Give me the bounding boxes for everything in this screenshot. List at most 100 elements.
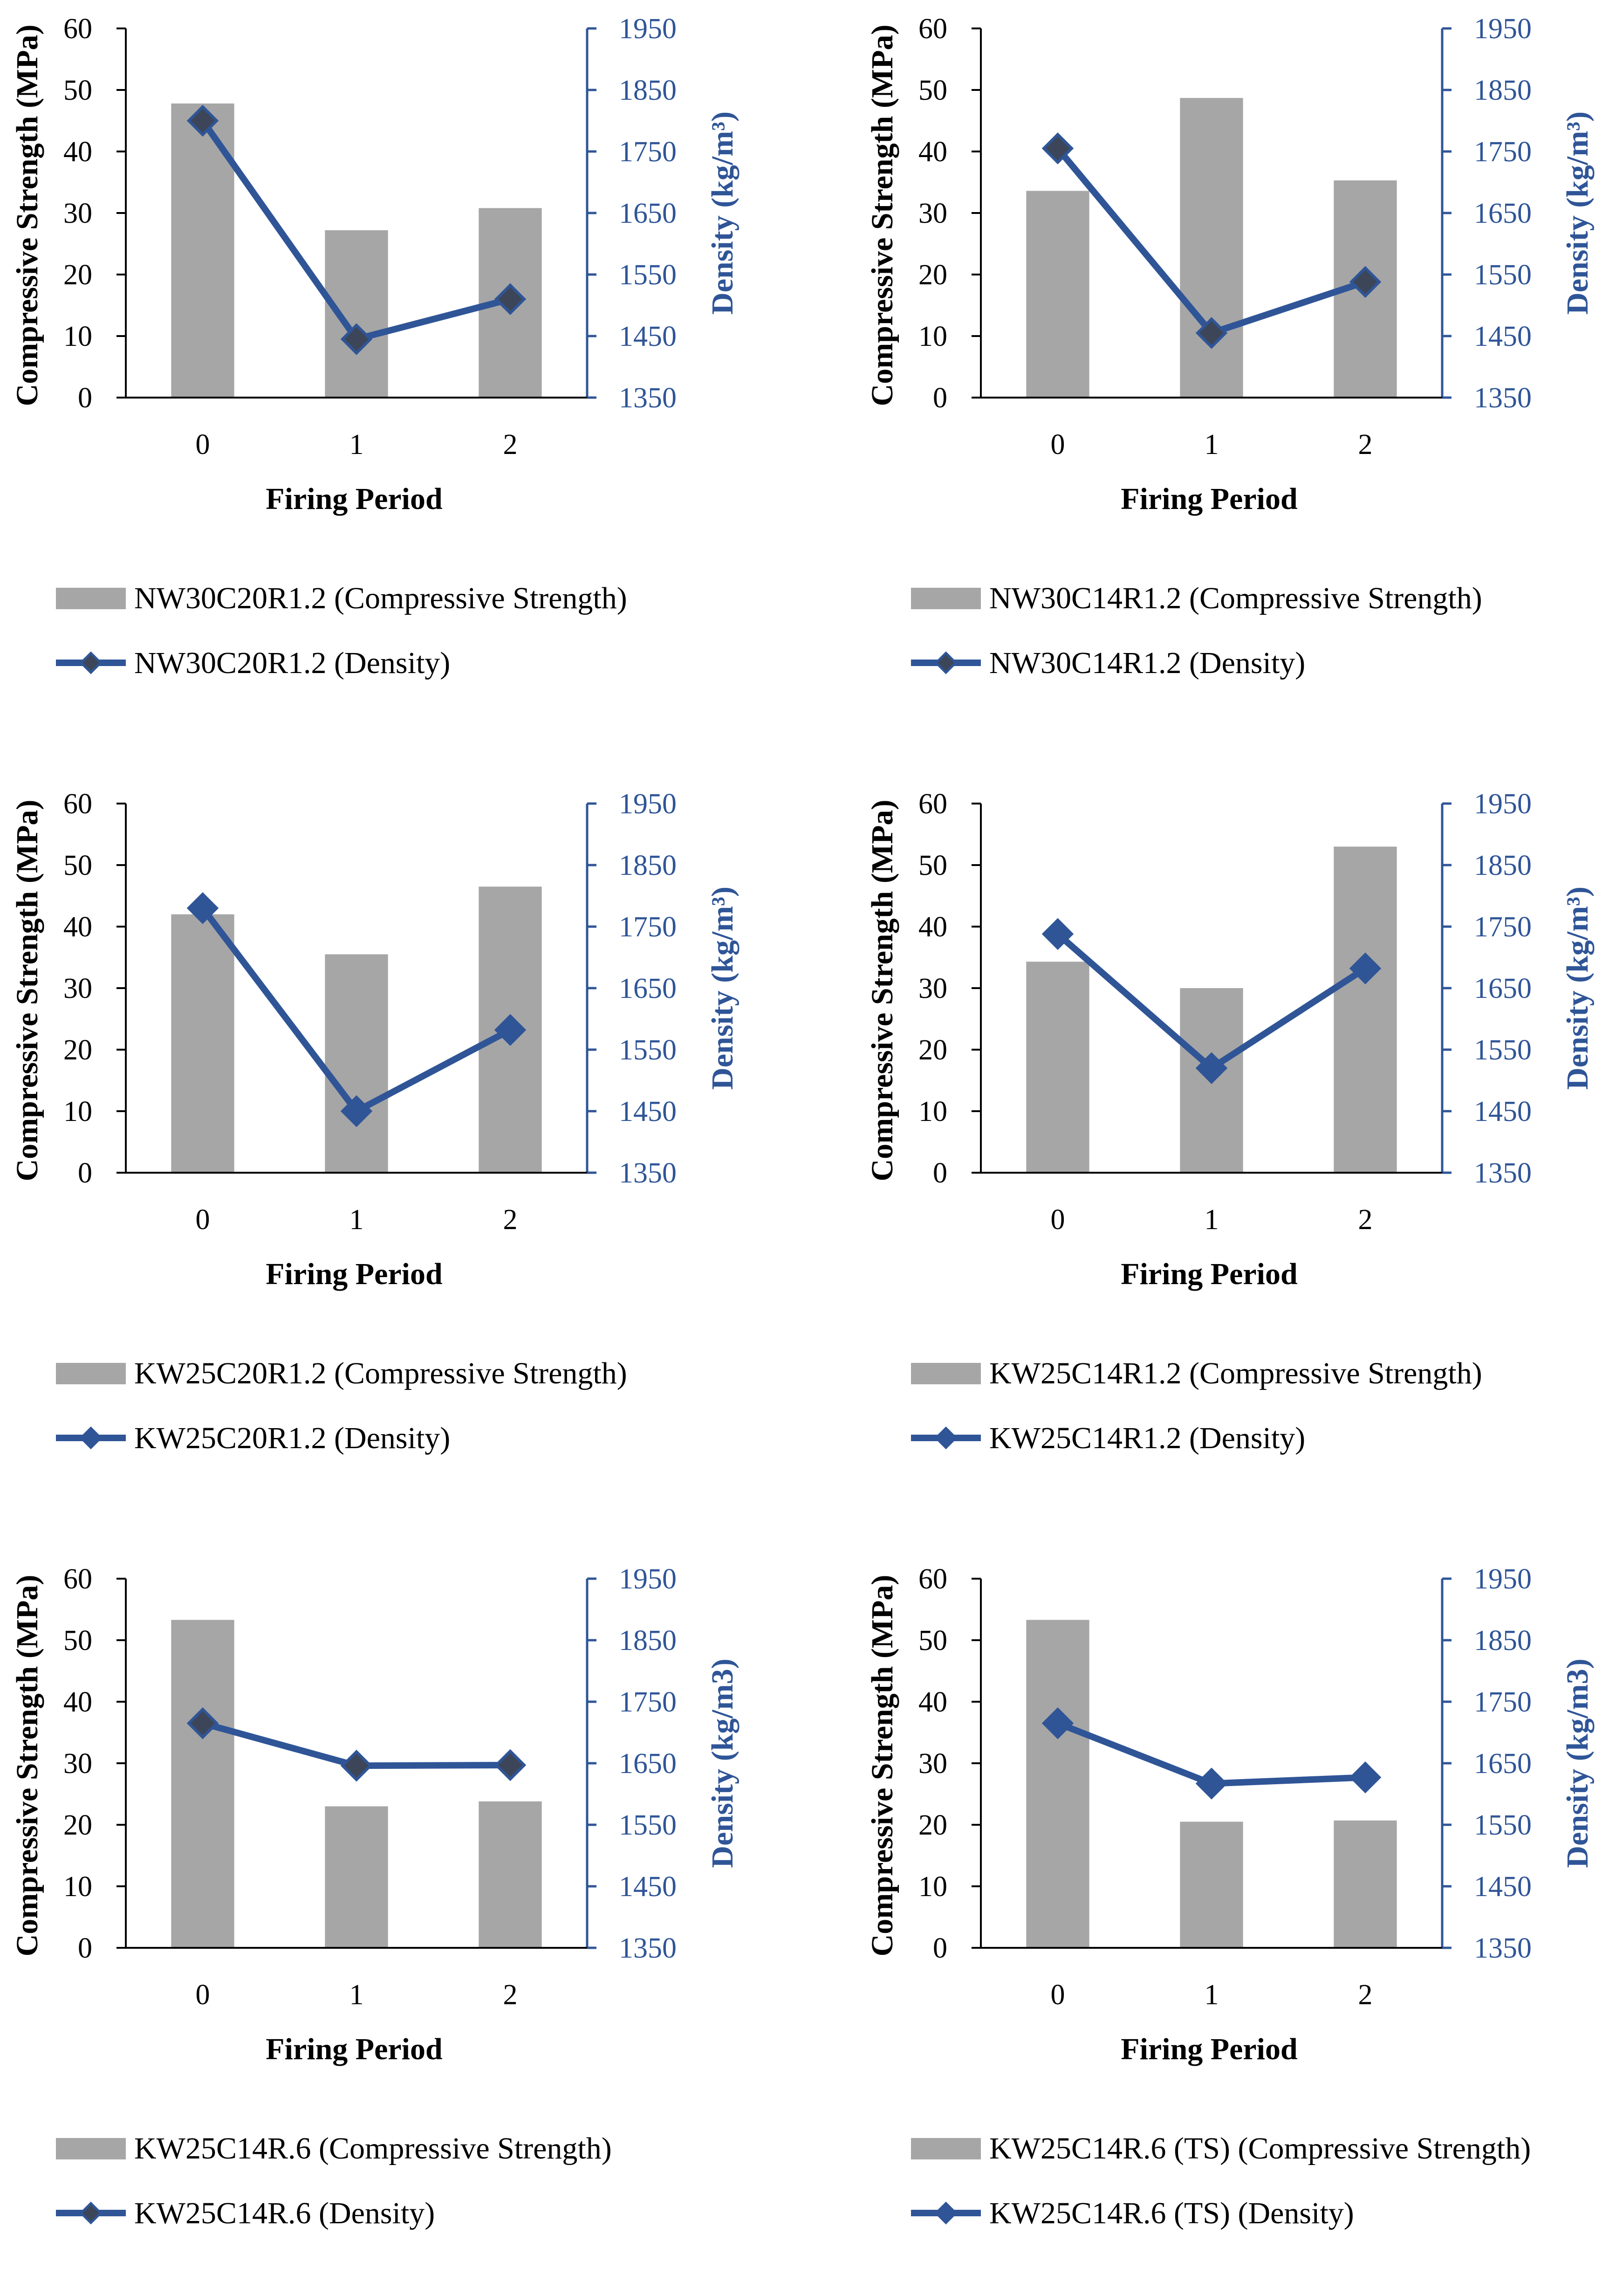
legend-label-strength: KW25C14R.6 (TS) (Compressive Strength): [989, 2131, 1531, 2165]
left-tick-label: 30: [918, 198, 947, 229]
right-tick-label: 1750: [619, 136, 677, 168]
right-tick-label: 1650: [619, 1748, 677, 1780]
density-marker-0: [186, 1707, 219, 1739]
x-tick-label: 2: [1358, 429, 1373, 461]
left-tick-label: 30: [63, 973, 92, 1004]
legend-label-strength: NW30C20R1.2 (Compressive Strength): [134, 581, 627, 615]
left-tick-label: 10: [918, 1096, 947, 1127]
bar-0: [1026, 962, 1089, 1173]
density-marker-0: [1041, 918, 1074, 950]
density-marker-0: [1041, 1707, 1074, 1739]
legend-swatch-bar: [56, 1363, 126, 1384]
right-tick-label: 1850: [619, 850, 677, 881]
right-tick-label: 1950: [1474, 13, 1532, 45]
chart-panel-6: 0102030405060135014501550165017501850195…: [865, 1563, 1595, 2230]
density-marker-1: [340, 1750, 373, 1782]
right-tick-label: 1350: [619, 1157, 677, 1189]
left-tick-label: 60: [918, 13, 947, 45]
figure: 0 10 20 30 40 50 60 1350 1450 1550 1650 1750 1850 195…: [10, 13, 1595, 2230]
x-tick-label: 2: [503, 1979, 518, 2011]
x-tick-label: 1: [349, 429, 364, 461]
right-axis-title: Density (kg/m³): [705, 111, 739, 315]
legend-swatch-marker: [79, 2201, 103, 2225]
right-tick-label: 1650: [1474, 1748, 1532, 1780]
right-tick-label: 1450: [619, 1871, 677, 1903]
right-tick-label: 1550: [1474, 1034, 1532, 1066]
legend-swatch-marker: [79, 1426, 103, 1450]
right-tick-label: 1450: [619, 1096, 677, 1127]
right-tick-label: 1350: [619, 1932, 677, 1964]
density-marker-1: [1195, 1052, 1228, 1084]
density-marker-1: [1195, 317, 1228, 349]
right-tick-label: 1750: [1474, 911, 1532, 943]
bar-1: [325, 1806, 388, 1948]
x-axis-title: Firing Period: [266, 482, 442, 516]
right-tick-label: 1750: [619, 1686, 677, 1718]
legend-swatch-marker: [934, 1426, 958, 1450]
left-tick-label: 30: [918, 1748, 947, 1780]
density-marker-2: [1349, 266, 1382, 298]
right-tick-label: 1550: [1474, 259, 1532, 291]
left-axis-title: Compressive Strength (MPa): [865, 800, 899, 1182]
legend-label-density: KW25C20R1.2 (Density): [134, 1421, 450, 1455]
x-tick-label: 0: [1051, 429, 1065, 461]
right-tick-label: 1350: [1474, 382, 1532, 414]
left-tick-label: 0: [933, 1932, 947, 1964]
x-tick-label: 2: [503, 429, 518, 461]
left-tick-label: 40: [63, 911, 92, 943]
right-tick-label: 1950: [619, 13, 677, 45]
left-tick-label: 10: [63, 1096, 92, 1127]
right-axis-title: Density (kg/m3): [705, 1658, 739, 1868]
density-marker-0: [186, 104, 219, 137]
x-axis-title: Firing Period: [1121, 2032, 1297, 2066]
right-tick-label: 1450: [1474, 321, 1532, 352]
left-tick-label: 60: [63, 788, 92, 820]
x-tick-label: 1: [1205, 1979, 1219, 2011]
legend-label-strength: KW25C20R1.2 (Compressive Strength): [134, 1356, 627, 1390]
legend-label-density: NW30C14R1.2 (Density): [989, 646, 1305, 680]
left-tick-label: 40: [918, 911, 947, 943]
x-axis-title: Firing Period: [1121, 482, 1297, 516]
x-tick-label: 1: [349, 1979, 364, 2011]
right-tick-label: 1450: [619, 321, 677, 352]
left-tick-label: 50: [918, 850, 947, 881]
left-tick-label: 20: [63, 1034, 92, 1066]
right-tick-label: 1850: [619, 1625, 677, 1657]
right-tick-label: 1350: [1474, 1932, 1532, 1964]
left-tick-label: 40: [918, 1686, 947, 1718]
density-marker-2: [1349, 1761, 1382, 1794]
chart-panel-5: 0102030405060135014501550165017501850195…: [10, 1563, 739, 2230]
left-tick-label: 10: [918, 1871, 947, 1903]
x-tick-label: 0: [1051, 1204, 1065, 1236]
left-tick-label: 30: [918, 973, 947, 1004]
legend-label-density: KW25C14R.6 (Density): [134, 2196, 435, 2230]
left-tick-label: 20: [918, 1809, 947, 1841]
x-axis-title: Firing Period: [266, 2032, 442, 2066]
right-tick-label: 1650: [619, 198, 677, 229]
chart-panel-2: 0102030405060135014501550165017501850195…: [865, 13, 1595, 680]
bar-1: [1180, 1822, 1243, 1948]
right-tick-label: 1450: [1474, 1096, 1532, 1127]
legend-swatch-marker: [79, 651, 103, 674]
density-marker-0: [186, 892, 219, 924]
x-tick-label: 2: [1358, 1204, 1373, 1236]
left-tick-label: 20: [63, 1809, 92, 1841]
chart-panel-4: 0102030405060135014501550165017501850195…: [865, 788, 1595, 1455]
right-tick-label: 1550: [619, 1034, 677, 1066]
left-tick-label: 50: [63, 1625, 92, 1657]
density-marker-1: [1195, 1767, 1228, 1800]
legend-label-strength: NW30C14R1.2 (Compressive Strength): [989, 581, 1482, 615]
left-tick-label: 10: [918, 321, 947, 352]
left-axis-title: Compressive Strength (MPa): [865, 25, 899, 406]
left-tick-label: 20: [918, 259, 947, 291]
left-tick-label: 0: [78, 1157, 92, 1189]
right-tick-label: 1950: [1474, 788, 1532, 820]
right-tick-label: 1550: [619, 259, 677, 291]
right-tick-label: 1650: [1474, 198, 1532, 229]
density-marker-2: [494, 1749, 527, 1781]
right-axis-title: Density (kg/m³): [1561, 887, 1595, 1090]
left-axis-title: Compressive Strength (MPa): [10, 25, 44, 406]
legend-swatch-bar: [911, 588, 981, 609]
right-axis-title: Density (kg/m³): [705, 887, 739, 1090]
right-tick-label: 1950: [1474, 1563, 1532, 1595]
